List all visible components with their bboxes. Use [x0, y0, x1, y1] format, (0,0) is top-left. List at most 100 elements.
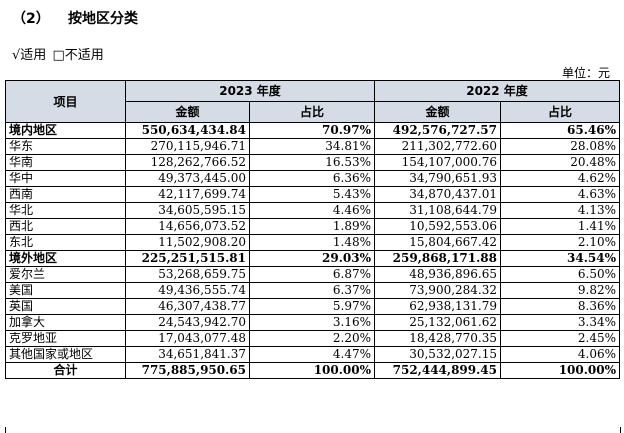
table-row: 爱尔兰 53,268,659.75 6.87% 48,936,896.65 6.50%	[5, 266, 621, 283]
region-name-cell: 英国	[5, 298, 126, 315]
amount-2022-cell: 34,870,437.01	[374, 186, 502, 203]
ratio-2022-cell: 9.82%	[500, 282, 621, 299]
amount-2023-cell: 225,251,515.81	[125, 250, 250, 267]
table-row: 华南 128,262,766.52 16.53% 154,107,000.76 20.4…	[5, 154, 621, 171]
ratio-2022-cell: 4.06%	[500, 346, 621, 363]
ratio-2023-cell: 5.97%	[248, 298, 376, 315]
region-name-cell: 克罗地亚	[5, 330, 126, 347]
ratio-2022-cell: 65.46%	[500, 122, 621, 139]
table-row: 华北 34,605,595.15 4.46% 31,108,644.79 4.13%	[5, 202, 621, 219]
region-name-cell: 爱尔兰	[5, 266, 126, 283]
section-heading: （2） 按地区分类	[12, 8, 138, 28]
ratio-header-2022: 占比	[500, 101, 621, 123]
amount-2022-cell: 492,576,727.57	[374, 122, 502, 139]
amount-2023-cell: 11,502,908.20	[125, 234, 250, 251]
ratio-2023-cell: 100.00%	[248, 362, 376, 379]
ratio-2023-cell: 70.97%	[248, 122, 376, 139]
ratio-2022-cell: 8.36%	[500, 298, 621, 315]
table-continuation	[5, 427, 621, 433]
ratio-2022-cell: 1.41%	[500, 218, 621, 235]
unit-label: 单位：元	[561, 66, 610, 80]
region-name-cell: 华东	[5, 138, 126, 155]
ratio-2022-cell: 4.13%	[500, 202, 621, 219]
section-title: 按地区分类	[68, 11, 138, 27]
amount-2022-cell: 48,936,896.65	[374, 266, 502, 283]
region-name-cell: 华中	[5, 170, 126, 187]
table-row: 美国 49,436,555.74 6.37% 73,900,284.32 9.82%	[5, 282, 621, 299]
table-row: 其他国家或地区 34,651,841.37 4.47% 30,532,027.15 4.…	[5, 346, 621, 363]
ratio-2023-cell: 3.16%	[248, 314, 376, 331]
table-row: 西南 42,117,699.74 5.43% 34,870,437.01 4.63%	[5, 186, 621, 203]
ratio-2023-cell: 6.36%	[248, 170, 376, 187]
region-name-cell: 境外地区	[5, 250, 126, 267]
table-row: 华东 270,115,946.71 34.81% 211,302,772.60 28.0…	[5, 138, 621, 155]
region-name-cell: 西南	[5, 186, 126, 203]
amount-2023-cell: 17,043,077.48	[125, 330, 250, 347]
ratio-2022-cell: 20.48%	[500, 154, 621, 171]
amount-2023-cell: 53,268,659.75	[125, 266, 250, 283]
amount-2023-cell: 24,543,942.70	[125, 314, 250, 331]
amount-2023-cell: 775,885,950.65	[125, 362, 250, 379]
region-name-cell: 华北	[5, 202, 126, 219]
ratio-2023-cell: 2.20%	[248, 330, 376, 347]
amount-2023-cell: 49,436,555.74	[125, 282, 250, 299]
region-name-cell: 华南	[5, 154, 126, 171]
table-row: 东北 11,502,908.20 1.48% 15,804,667.42 2.10%	[5, 234, 621, 251]
ratio-2023-cell: 4.47%	[248, 346, 376, 363]
region-name-cell: 东北	[5, 234, 126, 251]
amount-2023-cell: 14,656,073.52	[125, 218, 250, 235]
region-name-cell: 其他国家或地区	[5, 346, 126, 363]
table-row: 合计 775,885,950.65 100.00% 752,444,899.45 100…	[5, 362, 621, 379]
amount-2022-cell: 31,108,644.79	[374, 202, 502, 219]
ratio-2022-cell: 2.45%	[500, 330, 621, 347]
ratio-2023-cell: 6.37%	[248, 282, 376, 299]
table-row: 克罗地亚 17,043,077.48 2.20% 18,428,770.35 2.45%	[5, 330, 621, 347]
applicability-options: √适用 □不适用	[12, 44, 106, 63]
amount-2023-cell: 49,373,445.00	[125, 170, 250, 187]
ratio-2023-cell: 16.53%	[248, 154, 376, 171]
amount-2022-cell: 30,532,027.15	[374, 346, 502, 363]
amount-2022-cell: 154,107,000.76	[374, 154, 502, 171]
region-name-cell: 合计	[5, 362, 126, 379]
ratio-2022-cell: 28.08%	[500, 138, 621, 155]
amount-2023-cell: 46,307,438.77	[125, 298, 250, 315]
amount-2023-cell: 34,651,841.37	[125, 346, 250, 363]
table-row: 英国 46,307,438.77 5.97% 62,938,131.79 8.36%	[5, 298, 621, 315]
amount-2022-cell: 259,868,171.88	[374, 250, 502, 267]
table-row: 西北 14,656,073.52 1.89% 10,592,553.06 1.41%	[5, 218, 621, 235]
amount-2023-cell: 270,115,946.71	[125, 138, 250, 155]
ratio-2022-cell: 100.00%	[500, 362, 621, 379]
amount-2022-cell: 15,804,667.42	[374, 234, 502, 251]
year-2023-header: 2023 年度	[124, 80, 376, 102]
ratio-2022-cell: 4.62%	[500, 170, 621, 187]
year-2022-header: 2022 年度	[374, 80, 621, 102]
ratio-2022-cell: 4.63%	[500, 186, 621, 203]
ratio-2022-cell: 6.50%	[500, 266, 621, 283]
ratio-2023-cell: 1.48%	[248, 234, 376, 251]
item-header: 项目	[5, 80, 126, 123]
table-row: 境内地区 550,634,434.84 70.97% 492,576,727.57 65…	[5, 122, 621, 139]
amount-2022-cell: 25,132,061.62	[374, 314, 502, 331]
amount-2022-cell: 62,938,131.79	[374, 298, 502, 315]
region-name-cell: 西北	[5, 218, 126, 235]
ratio-2023-cell: 29.03%	[248, 250, 376, 267]
table-row: 华中 49,373,445.00 6.36% 34,790,651.93 4.62%	[5, 170, 621, 187]
amount-2022-cell: 18,428,770.35	[374, 330, 502, 347]
applicable-option: √适用	[12, 48, 47, 63]
amount-2023-cell: 42,117,699.74	[125, 186, 250, 203]
ratio-2022-cell: 3.34%	[500, 314, 621, 331]
ratio-header-2023: 占比	[248, 101, 376, 123]
amount-2022-cell: 34,790,651.93	[374, 170, 502, 187]
amount-header-2023: 金额	[125, 101, 250, 123]
region-name-cell: 美国	[5, 282, 126, 299]
region-name-cell: 境内地区	[5, 122, 126, 139]
amount-2023-cell: 550,634,434.84	[125, 122, 250, 139]
amount-2023-cell: 34,605,595.15	[125, 202, 250, 219]
ratio-2023-cell: 34.81%	[248, 138, 376, 155]
ratio-2023-cell: 6.87%	[248, 266, 376, 283]
table-row: 境外地区 225,251,515.81 29.03% 259,868,171.88 34…	[5, 250, 621, 267]
amount-2023-cell: 128,262,766.52	[125, 154, 250, 171]
ratio-2022-cell: 34.54%	[500, 250, 621, 267]
ratio-2022-cell: 2.10%	[500, 234, 621, 251]
amount-2022-cell: 211,302,772.60	[374, 138, 502, 155]
